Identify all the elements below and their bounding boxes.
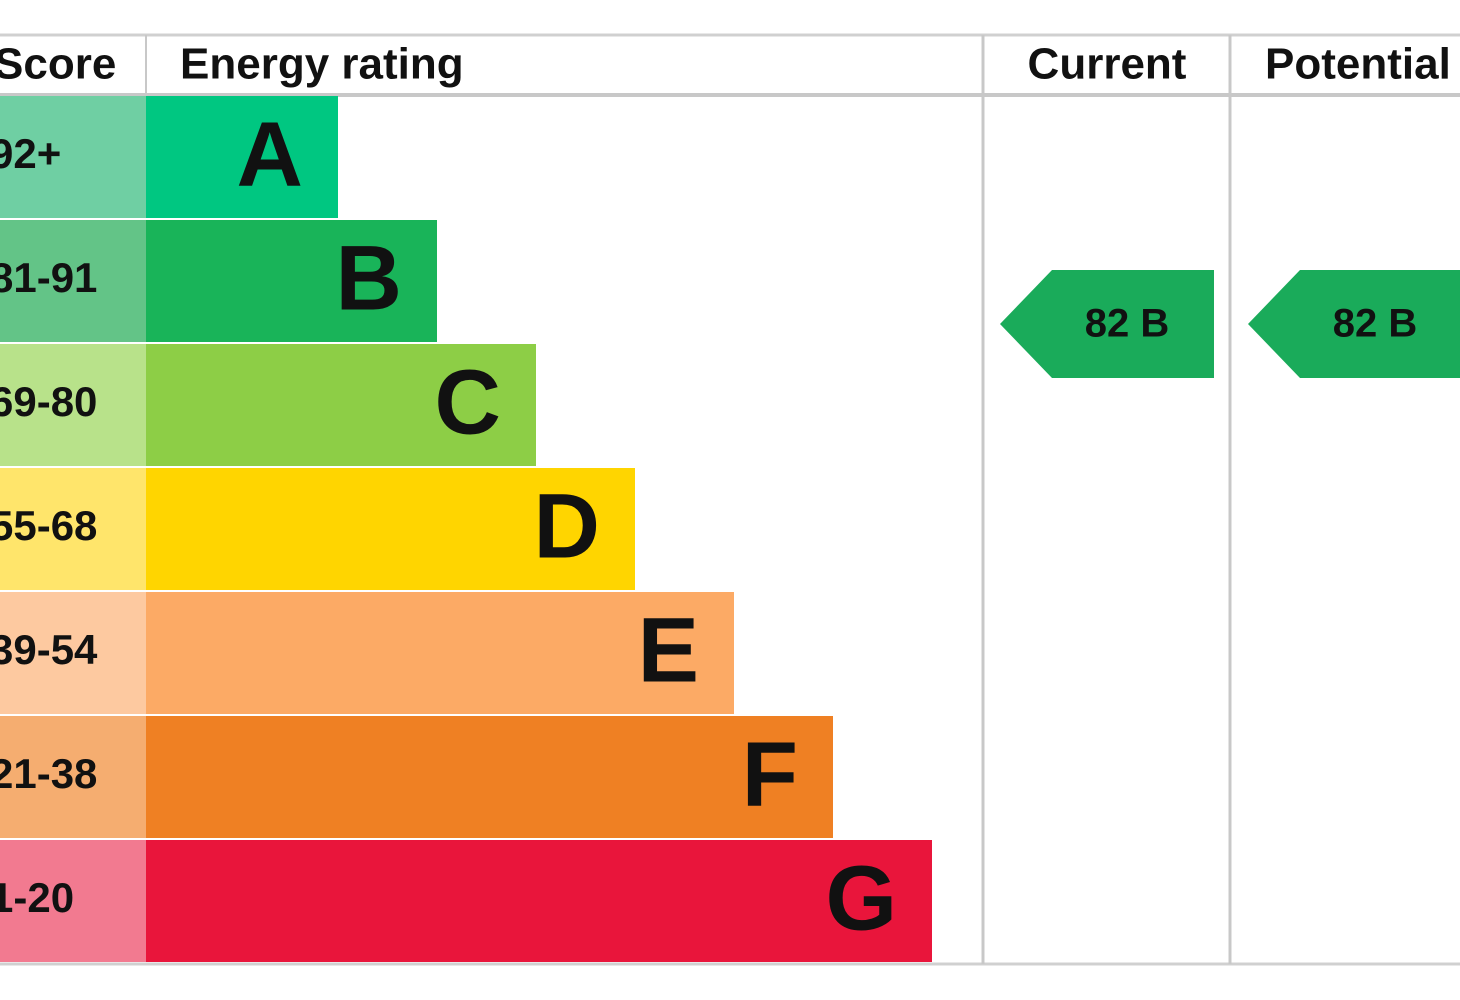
score-label: 55-68 — [0, 502, 97, 549]
score-cell — [0, 220, 146, 342]
score-label: 1-20 — [0, 874, 74, 921]
band-letter: E — [638, 599, 699, 701]
score-label: 81-91 — [0, 254, 97, 301]
header-potential: Potential — [1265, 40, 1451, 89]
rating-band — [146, 592, 734, 714]
current-arrow — [1000, 270, 1214, 378]
score-label: 39-54 — [0, 626, 98, 673]
potential-arrow — [1248, 270, 1460, 378]
rating-band — [146, 220, 437, 342]
score-cell — [0, 840, 146, 962]
band-letter: A — [237, 103, 303, 205]
score-cell — [0, 468, 146, 590]
header-score: Score — [0, 40, 116, 89]
rating-band — [146, 344, 536, 466]
band-letter: B — [336, 227, 402, 329]
band-letter: G — [825, 847, 897, 949]
band-letter: C — [435, 351, 501, 453]
score-cell — [0, 96, 146, 218]
score-label: 69-80 — [0, 378, 97, 425]
band-letter: D — [534, 475, 600, 577]
score-cell — [0, 592, 146, 714]
score-label: 21-38 — [0, 750, 97, 797]
score-label: 92+ — [0, 130, 61, 177]
band-letter: F — [742, 723, 798, 825]
score-cell — [0, 716, 146, 838]
header-current: Current — [1028, 40, 1187, 89]
rating-band — [146, 468, 635, 590]
header-rating: Energy rating — [180, 40, 464, 89]
rating-band — [146, 840, 932, 962]
rating-band — [146, 716, 833, 838]
potential-label: 82 B — [1333, 302, 1418, 346]
score-cell — [0, 344, 146, 466]
current-label: 82 B — [1085, 302, 1170, 346]
rating-band — [146, 96, 338, 218]
